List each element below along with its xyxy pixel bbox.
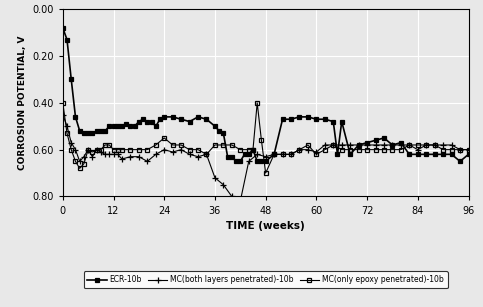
MC(both layers penetrated)-10b bbox=[466, 148, 471, 152]
MC(both layers penetrated)-10b bbox=[237, 199, 243, 203]
ECR-10b bbox=[128, 124, 133, 128]
ECR-10b bbox=[60, 26, 66, 30]
MC(both layers penetrated)-10b bbox=[64, 124, 70, 128]
MC(only epoxy penetrated)-10b bbox=[347, 148, 353, 152]
ECR-10b bbox=[233, 160, 239, 163]
MC(both layers penetrated)-10b bbox=[271, 153, 277, 156]
MC(both layers penetrated)-10b bbox=[297, 148, 302, 152]
ECR-10b bbox=[466, 153, 471, 156]
ECR-10b bbox=[254, 160, 260, 163]
MC(only epoxy penetrated)-10b bbox=[115, 148, 121, 152]
Line: MC(only epoxy penetrated)-10b: MC(only epoxy penetrated)-10b bbox=[60, 100, 471, 176]
Line: MC(both layers penetrated)-10b: MC(both layers penetrated)-10b bbox=[59, 111, 472, 205]
Y-axis label: CORROSION POTENTIAL, V: CORROSION POTENTIAL, V bbox=[18, 36, 27, 170]
ECR-10b bbox=[195, 115, 201, 119]
X-axis label: TIME (weeks): TIME (weeks) bbox=[226, 221, 305, 231]
MC(only epoxy penetrated)-10b bbox=[60, 101, 66, 105]
MC(both layers penetrated)-10b bbox=[60, 113, 66, 116]
ECR-10b bbox=[250, 148, 256, 152]
MC(only epoxy penetrated)-10b bbox=[119, 148, 125, 152]
ECR-10b bbox=[415, 153, 421, 156]
MC(both layers penetrated)-10b bbox=[170, 150, 176, 154]
ECR-10b bbox=[123, 122, 129, 126]
Legend: ECR-10b, MC(both layers penetrated)-10b, MC(only epoxy penetrated)-10b: ECR-10b, MC(both layers penetrated)-10b,… bbox=[84, 271, 448, 288]
MC(only epoxy penetrated)-10b bbox=[466, 148, 471, 152]
MC(only epoxy penetrated)-10b bbox=[398, 148, 404, 152]
MC(only epoxy penetrated)-10b bbox=[263, 171, 269, 175]
Line: ECR-10b: ECR-10b bbox=[60, 25, 471, 164]
MC(only epoxy penetrated)-10b bbox=[449, 148, 455, 152]
MC(only epoxy penetrated)-10b bbox=[313, 153, 319, 156]
MC(both layers penetrated)-10b bbox=[313, 150, 319, 154]
MC(both layers penetrated)-10b bbox=[364, 143, 370, 147]
